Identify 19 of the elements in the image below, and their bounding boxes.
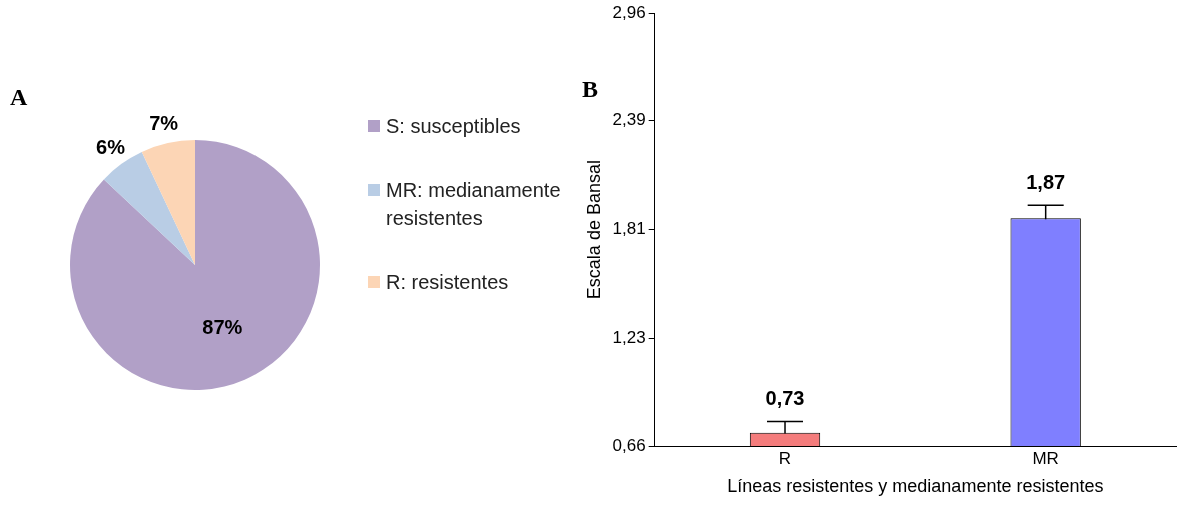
x-tick-label: R <box>778 448 792 468</box>
data-label: 1,87 <box>1026 170 1066 193</box>
y-tick-label: 1,23 <box>612 328 646 348</box>
legend-label: R: resistentes <box>386 270 509 295</box>
y-axis-title: Escala de Bansal <box>583 160 604 300</box>
data-label: 7% <box>149 112 179 135</box>
y-tick-label: 2,96 <box>612 2 646 22</box>
data-label: 6% <box>96 136 126 159</box>
legend-label: S: susceptibles <box>386 114 521 139</box>
y-tick-label: 0,66 <box>612 435 646 455</box>
data-label: 0,73 <box>765 387 805 410</box>
text: A <box>10 84 28 111</box>
data-label: 87% <box>202 315 243 338</box>
legend-label: MR: medianamente resistentes <box>386 178 562 231</box>
x-axis-title: Líneas resistentes y medianamente resistentes <box>727 476 1104 497</box>
y-tick-label: 1,81 <box>612 219 646 239</box>
text: B <box>582 76 599 103</box>
y-tick-label: 2,39 <box>612 110 646 130</box>
x-tick-label: MR <box>1032 448 1059 468</box>
